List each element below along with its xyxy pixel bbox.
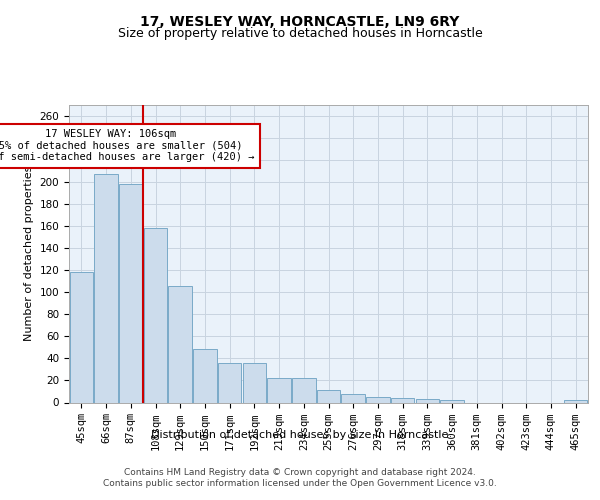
Text: 17, WESLEY WAY, HORNCASTLE, LN9 6RY: 17, WESLEY WAY, HORNCASTLE, LN9 6RY [140, 15, 460, 29]
Bar [268, 378, 291, 402]
Bar [292, 378, 316, 402]
Bar [242, 363, 266, 403]
Bar [70, 272, 93, 402]
Bar [119, 184, 143, 402]
Bar [440, 400, 464, 402]
Bar [317, 390, 340, 402]
Bar [169, 286, 192, 403]
Text: 17 WESLEY WAY: 106sqm
← 55% of detached houses are smaller (504)
45% of semi-det: 17 WESLEY WAY: 106sqm ← 55% of detached … [0, 129, 255, 162]
Bar [564, 400, 587, 402]
Text: Size of property relative to detached houses in Horncastle: Size of property relative to detached ho… [118, 28, 482, 40]
Bar [193, 348, 217, 403]
Bar [416, 399, 439, 402]
Bar [94, 174, 118, 402]
Y-axis label: Number of detached properties: Number of detached properties [24, 166, 34, 342]
Bar [144, 228, 167, 402]
Text: Contains HM Land Registry data © Crown copyright and database right 2024.
Contai: Contains HM Land Registry data © Crown c… [103, 468, 497, 487]
Bar [391, 398, 415, 402]
Bar [218, 363, 241, 403]
Bar [341, 394, 365, 402]
Bar [366, 397, 389, 402]
Text: Distribution of detached houses by size in Horncastle: Distribution of detached houses by size … [151, 430, 449, 440]
